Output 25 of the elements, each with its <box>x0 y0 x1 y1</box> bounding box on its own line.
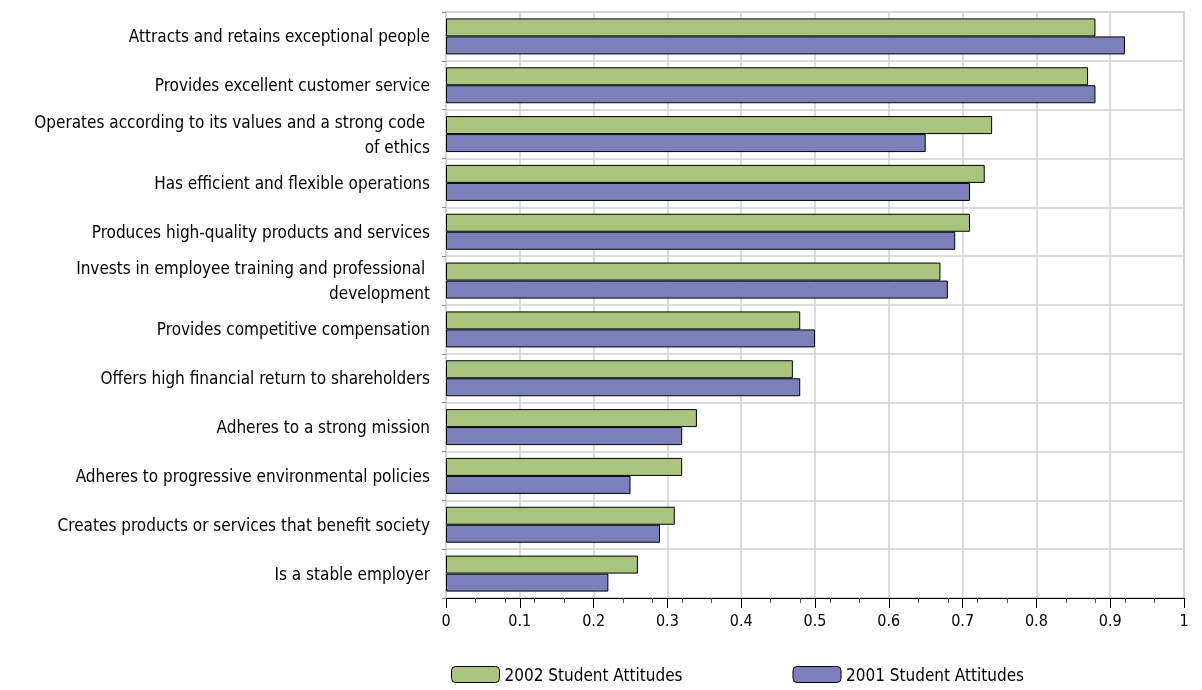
x-tick-label: 0.7 <box>951 610 975 630</box>
y-tick-label: Operates according to its values and a strong code of ethics <box>34 111 431 157</box>
y-tick-label: Creates products or services that benefit society <box>57 514 430 535</box>
y-tick-label: Provides competitive compensation <box>156 319 430 340</box>
x-tick-label: 0.6 <box>877 610 901 630</box>
y-tick-label: Offers high financial return to shareholders <box>100 368 431 389</box>
x-tick-label: 0.5 <box>803 610 827 630</box>
y-tick-label: Has efficient and flexible operations <box>154 172 431 193</box>
y-tick-label: Provides excellent customer service <box>154 75 430 96</box>
legend-label: 2001 Student Attitudes <box>846 664 1025 685</box>
x-tick-label: 1 <box>1179 610 1189 630</box>
y-tick-label: Adheres to a strong mission <box>216 417 430 438</box>
y-tick-label: Is a stable employer <box>274 563 431 584</box>
y-tick-label: Invests in employee training and professional development <box>76 258 430 304</box>
x-tick-label: 0.2 <box>582 610 606 630</box>
x-tick-label: 0.8 <box>1024 610 1048 630</box>
y-tick-label: Adheres to progressive environmental policies <box>75 465 431 486</box>
x-tick-label: 0.9 <box>1098 610 1122 630</box>
x-tick-label: 0.4 <box>729 610 753 630</box>
y-tick-label: Produces high-quality products and services <box>91 221 431 242</box>
y-tick-label: Attracts and retains exceptional people <box>128 26 430 47</box>
x-tick-label: 0.1 <box>508 610 532 630</box>
x-tick-label: 0.3 <box>655 610 679 630</box>
x-tick-label: 0 <box>441 610 451 630</box>
legend-label: 2002 Student Attitudes <box>504 664 683 685</box>
